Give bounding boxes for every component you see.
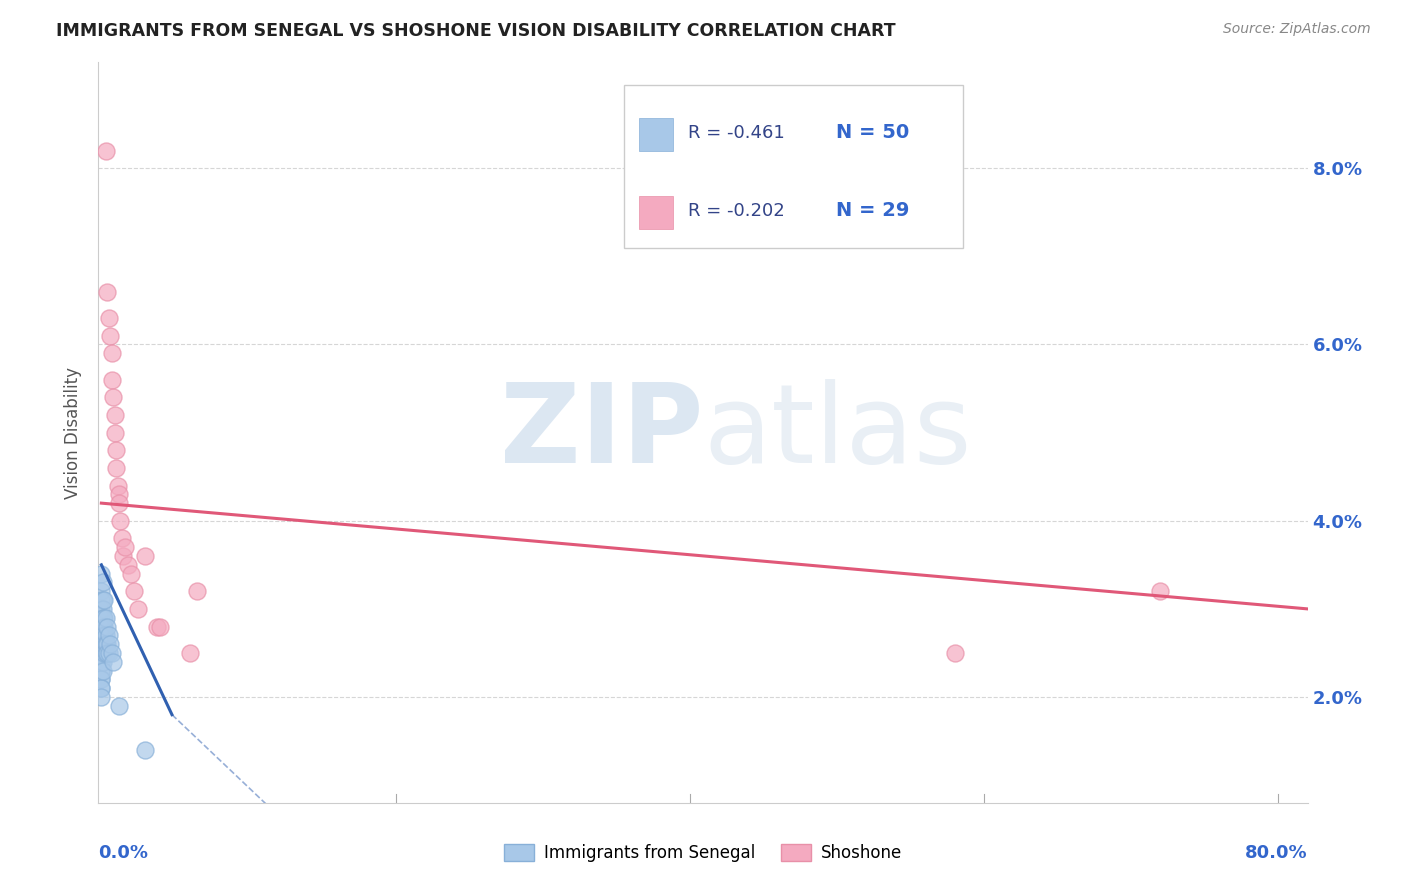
Point xyxy=(90,637,112,651)
Point xyxy=(97,311,120,326)
Point xyxy=(91,619,114,633)
Y-axis label: Vision Disability: Vision Disability xyxy=(65,367,83,499)
Text: ZIP: ZIP xyxy=(499,379,703,486)
Point xyxy=(104,425,127,440)
Point xyxy=(98,637,121,651)
Point xyxy=(186,584,208,599)
Point xyxy=(1149,584,1171,599)
Point xyxy=(90,593,112,607)
Point xyxy=(90,646,112,660)
Point xyxy=(127,602,149,616)
Point xyxy=(94,628,117,642)
Legend: Immigrants from Senegal, Shoshone: Immigrants from Senegal, Shoshone xyxy=(498,837,908,869)
FancyBboxPatch shape xyxy=(638,195,673,229)
Point xyxy=(149,619,172,633)
Point xyxy=(108,698,131,713)
Point xyxy=(90,619,112,633)
Point xyxy=(120,566,142,581)
Point xyxy=(108,496,131,510)
Text: Source: ZipAtlas.com: Source: ZipAtlas.com xyxy=(1223,22,1371,37)
Point xyxy=(90,681,112,696)
Point xyxy=(146,619,169,633)
FancyBboxPatch shape xyxy=(638,118,673,152)
Point xyxy=(91,610,114,624)
Point xyxy=(96,285,118,299)
Text: N = 29: N = 29 xyxy=(837,201,910,220)
Point xyxy=(90,655,112,669)
Point xyxy=(100,373,122,387)
Point xyxy=(93,628,115,642)
Point xyxy=(90,673,112,687)
Point xyxy=(94,144,117,158)
Point xyxy=(134,549,156,563)
Point xyxy=(105,461,128,475)
Point xyxy=(90,673,112,687)
Point xyxy=(90,584,112,599)
Text: 0.0%: 0.0% xyxy=(98,844,149,862)
Point xyxy=(94,646,117,660)
Text: N = 50: N = 50 xyxy=(837,123,910,143)
Point xyxy=(91,628,114,642)
Point xyxy=(90,602,112,616)
Point xyxy=(96,619,118,633)
Point xyxy=(91,655,114,669)
Point xyxy=(93,610,115,624)
Point xyxy=(90,646,112,660)
Point xyxy=(91,575,114,590)
Text: 80.0%: 80.0% xyxy=(1244,844,1308,862)
Text: atlas: atlas xyxy=(703,379,972,486)
Point xyxy=(90,566,112,581)
Point xyxy=(90,628,112,642)
Point xyxy=(90,664,112,678)
Point xyxy=(100,646,122,660)
Point xyxy=(91,637,114,651)
Point xyxy=(96,637,118,651)
Point xyxy=(94,637,117,651)
Point xyxy=(90,628,112,642)
Point xyxy=(90,681,112,696)
Point xyxy=(943,646,966,660)
Point xyxy=(114,540,136,554)
Point xyxy=(90,690,112,704)
Point xyxy=(105,443,128,458)
Point xyxy=(93,619,115,633)
Point xyxy=(111,532,134,546)
Text: R = -0.461: R = -0.461 xyxy=(689,124,785,142)
Point xyxy=(90,664,112,678)
Point xyxy=(91,664,114,678)
Point xyxy=(91,602,114,616)
Point xyxy=(93,593,115,607)
Point xyxy=(91,593,114,607)
Point xyxy=(97,646,120,660)
Point xyxy=(108,487,131,501)
Point xyxy=(94,610,117,624)
Point xyxy=(101,390,124,404)
Point xyxy=(134,743,156,757)
Point xyxy=(97,628,120,642)
Point xyxy=(100,346,122,360)
Point xyxy=(90,655,112,669)
Point xyxy=(104,408,127,422)
Point xyxy=(91,646,114,660)
FancyBboxPatch shape xyxy=(624,85,963,247)
Point xyxy=(117,558,139,572)
Text: IMMIGRANTS FROM SENEGAL VS SHOSHONE VISION DISABILITY CORRELATION CHART: IMMIGRANTS FROM SENEGAL VS SHOSHONE VISI… xyxy=(56,22,896,40)
Point xyxy=(98,328,121,343)
Point xyxy=(179,646,201,660)
Point xyxy=(101,655,124,669)
Point xyxy=(112,549,135,563)
Point xyxy=(93,646,115,660)
Point xyxy=(96,646,118,660)
Point xyxy=(122,584,145,599)
Point xyxy=(90,610,112,624)
Text: R = -0.202: R = -0.202 xyxy=(689,202,785,219)
Point xyxy=(93,637,115,651)
Point xyxy=(107,478,129,492)
Point xyxy=(110,514,132,528)
